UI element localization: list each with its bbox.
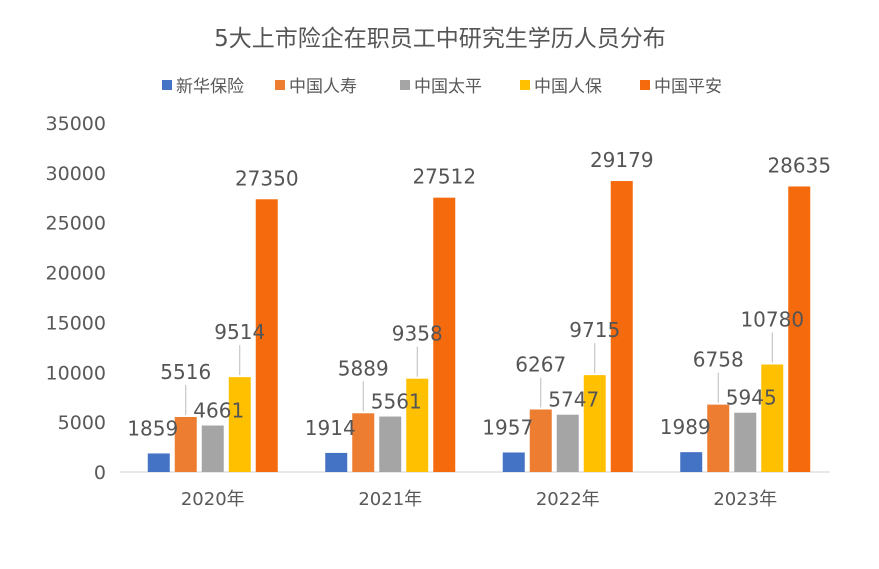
- legend-swatch: [400, 80, 410, 90]
- chart-title: 5大上市险企在职员工中研究生学历人员分布: [214, 26, 666, 52]
- data-labels: 1859 5516 4661 9514 27350 1914 5889 5561 9358 275…: [127, 148, 831, 440]
- x-tick-label: 2020年: [181, 489, 245, 510]
- data-label: 5747: [548, 388, 599, 412]
- bar: [680, 452, 703, 472]
- data-label: 10780: [740, 308, 804, 332]
- bar: [529, 409, 552, 472]
- legend-label: 中国人寿: [289, 77, 357, 97]
- legend-swatch: [162, 80, 172, 90]
- bar: [352, 413, 375, 472]
- data-label: 9715: [569, 318, 620, 342]
- legend-label: 中国太平: [414, 77, 482, 97]
- legend-label: 中国人保: [534, 77, 602, 97]
- data-label: 6267: [515, 353, 566, 377]
- bar: [761, 364, 784, 472]
- data-label: 28635: [767, 153, 831, 177]
- data-label: 4661: [193, 399, 244, 423]
- y-tick-label: 10000: [46, 362, 106, 384]
- y-tick-label: 15000: [46, 312, 106, 334]
- bar: [734, 412, 757, 472]
- data-label: 9358: [392, 322, 443, 346]
- data-label: 1989: [660, 415, 711, 439]
- data-label: 9514: [214, 320, 265, 344]
- bar: [502, 452, 525, 472]
- y-tick-label: 5000: [58, 412, 106, 434]
- bar: [610, 181, 633, 472]
- bar: [433, 197, 456, 472]
- y-tick-label: 25000: [46, 213, 106, 235]
- bar: [255, 199, 278, 472]
- data-label: 27350: [235, 166, 299, 190]
- bar: [379, 416, 402, 472]
- data-label: 1957: [482, 415, 533, 439]
- bar: [707, 404, 730, 472]
- legend-label: 新华保险: [176, 77, 244, 97]
- bar: [325, 452, 348, 472]
- data-label: 5945: [726, 386, 777, 410]
- bar: [583, 375, 606, 472]
- y-tick-label: 35000: [46, 113, 106, 135]
- data-label: 5516: [160, 360, 211, 384]
- bar: [174, 416, 197, 472]
- bar: [788, 186, 811, 472]
- bars: [147, 181, 811, 472]
- x-tick-label: 2022年: [536, 489, 600, 510]
- legend-swatch: [275, 80, 285, 90]
- data-label: 29179: [590, 148, 654, 172]
- bar: [406, 378, 429, 472]
- y-tick-label: 0: [94, 462, 106, 484]
- legend-swatch: [520, 80, 530, 90]
- bar: [201, 425, 224, 472]
- data-label: 27512: [412, 165, 476, 189]
- y-tick-label: 30000: [46, 163, 106, 185]
- legend-swatch: [640, 80, 650, 90]
- legend-label: 中国平安: [654, 77, 722, 97]
- x-tick-label: 2021年: [358, 489, 422, 510]
- data-label: 5889: [338, 356, 389, 380]
- bar: [147, 453, 170, 472]
- bar: [228, 377, 251, 472]
- y-tick-label: 20000: [46, 263, 106, 285]
- data-label: 6758: [693, 348, 744, 372]
- bar: [556, 414, 579, 472]
- data-label: 1914: [305, 416, 356, 440]
- legend: 新华保险 中国人寿 中国太平 中国人保 中国平安: [162, 77, 722, 97]
- x-tick-label: 2023年: [713, 489, 777, 510]
- data-label: 5561: [371, 390, 422, 414]
- data-label: 1859: [127, 416, 178, 440]
